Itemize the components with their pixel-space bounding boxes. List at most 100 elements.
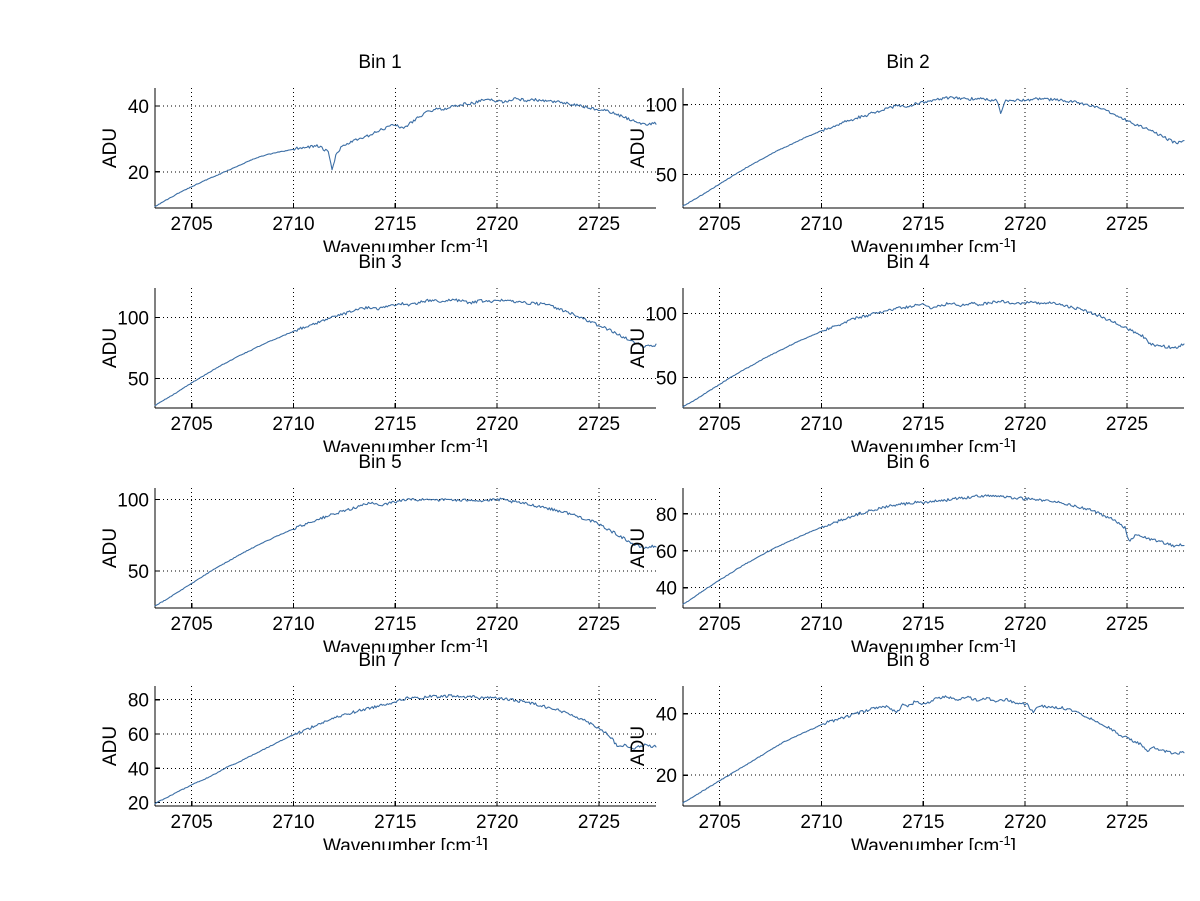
- x-axis-label-main: Wavenumber [cm: [851, 638, 999, 652]
- x-axis-label-main: Wavenumber [cm: [323, 836, 471, 850]
- x-tick-label: 2715: [374, 812, 416, 833]
- x-tick-label: 2720: [476, 614, 518, 635]
- x-axis-label-main: Wavenumber [cm: [323, 238, 471, 252]
- x-axis-label: Wavenumber [cm-1]: [851, 635, 1016, 652]
- y-tick-label: 100: [645, 305, 677, 326]
- x-axis-label: Wavenumber [cm-1]: [851, 235, 1016, 252]
- y-tick-label: 20: [656, 766, 677, 787]
- y-axis-label: ADU: [100, 328, 121, 368]
- x-tick-label: 2705: [171, 614, 213, 635]
- x-axis-label-bracket: ]: [1011, 438, 1016, 452]
- plot-area: 2705 2710 2715 2720 2725 20 40 ADU Wavenumber [c…: [100, 88, 657, 252]
- x-tick-label: 2710: [800, 214, 842, 235]
- data-series-line: [154, 497, 657, 607]
- x-tick-label: 2705: [171, 812, 213, 833]
- x-tick-label: 2710: [800, 414, 842, 435]
- x-tick-label: 2720: [476, 414, 518, 435]
- x-axis-label: Wavenumber [cm-1]: [323, 635, 488, 652]
- y-tick-label: 80: [128, 691, 149, 712]
- panel-title: Bin 6: [886, 452, 930, 473]
- x-axis-label-exponent: -1: [471, 235, 483, 250]
- plot-area: 2705 2710 2715 2720 2725 40 60 80 ADU Wavenumber …: [628, 488, 1185, 652]
- x-axis-label-main: Wavenumber [cm: [851, 836, 999, 850]
- plot-panel: Bin 3 2705 2710 2715 2720 2725 50 100 ADU Wavenum…: [100, 252, 660, 452]
- x-axis-label-exponent: -1: [471, 635, 483, 650]
- data-series-line: [154, 298, 657, 406]
- y-axis-label: ADU: [100, 726, 121, 766]
- y-axis-label: ADU: [100, 528, 121, 568]
- x-tick-label: 2715: [902, 614, 944, 635]
- x-axis-label-main: Wavenumber [cm: [851, 438, 999, 452]
- x-tick-label: 2710: [800, 614, 842, 635]
- x-tick-label: 2705: [171, 214, 213, 235]
- y-tick-label: 100: [117, 308, 149, 329]
- x-axis-label-exponent: -1: [999, 235, 1011, 250]
- x-axis-label-bracket: ]: [1011, 638, 1016, 652]
- x-tick-label: 2725: [578, 214, 620, 235]
- x-axis-label-main: Wavenumber [cm: [851, 238, 999, 252]
- y-axis-label: ADU: [628, 528, 649, 568]
- plot-panel: Bin 1 2705 2710 2715 2720 2725 20 40 ADU Wavenumb…: [100, 52, 660, 252]
- plot-area: 2705 2710 2715 2720 2725 20 40 ADU Wavenumber [c…: [628, 686, 1185, 850]
- x-tick-label: 2720: [1004, 812, 1046, 833]
- x-tick-label: 2705: [699, 214, 741, 235]
- data-series-line: [682, 299, 1185, 408]
- plot-area: 2705 2710 2715 2720 2725 50 100 ADU Wavenumber […: [628, 88, 1185, 252]
- x-axis-label-bracket: ]: [1011, 238, 1016, 252]
- x-tick-label: 2715: [902, 812, 944, 833]
- data-series-line: [682, 96, 1185, 207]
- data-series-line: [682, 494, 1185, 605]
- panel-title: Bin 7: [358, 650, 402, 671]
- x-tick-label: 2710: [272, 414, 314, 435]
- y-tick-label: 50: [128, 562, 149, 583]
- y-tick-label: 40: [128, 97, 149, 118]
- y-tick-label: 50: [656, 166, 677, 187]
- x-axis-label: Wavenumber [cm-1]: [851, 833, 1016, 850]
- y-tick-label: 100: [645, 96, 677, 117]
- y-tick-label: 40: [656, 579, 677, 600]
- x-axis-label-exponent: -1: [999, 435, 1011, 450]
- y-tick-label: 20: [128, 163, 149, 184]
- x-tick-label: 2715: [374, 614, 416, 635]
- y-tick-label: 40: [128, 759, 149, 780]
- x-tick-label: 2715: [902, 414, 944, 435]
- plot-area: 2705 2710 2715 2720 2725 20 40 60 80 ADU Wavenumbe…: [100, 686, 657, 850]
- x-tick-label: 2715: [374, 414, 416, 435]
- x-axis-label-exponent: -1: [999, 833, 1011, 848]
- x-tick-label: 2720: [476, 812, 518, 833]
- x-tick-label: 2710: [272, 214, 314, 235]
- x-axis-label-exponent: -1: [471, 435, 483, 450]
- y-tick-label: 60: [128, 725, 149, 746]
- x-axis-label-bracket: ]: [483, 438, 488, 452]
- x-axis-label-bracket: ]: [1011, 836, 1016, 850]
- x-tick-label: 2720: [1004, 614, 1046, 635]
- y-tick-label: 50: [128, 370, 149, 391]
- panel-title: Bin 1: [358, 52, 402, 73]
- x-tick-label: 2725: [1106, 812, 1148, 833]
- x-tick-label: 2705: [699, 812, 741, 833]
- x-tick-label: 2725: [1106, 214, 1148, 235]
- data-series-line: [682, 695, 1185, 804]
- y-axis-label: ADU: [628, 328, 649, 368]
- x-tick-label: 2720: [1004, 214, 1046, 235]
- plot-panel: Bin 7 2705 2710 2715 2720 2725 20 40 60 80 ADU Wave…: [100, 650, 660, 850]
- y-tick-label: 40: [656, 705, 677, 726]
- x-axis-label-bracket: ]: [483, 836, 488, 850]
- y-tick-label: 60: [656, 542, 677, 563]
- x-tick-label: 2725: [578, 414, 620, 435]
- x-tick-label: 2715: [902, 214, 944, 235]
- x-tick-label: 2710: [800, 812, 842, 833]
- data-series-line: [154, 693, 657, 805]
- x-tick-label: 2720: [1004, 414, 1046, 435]
- y-tick-label: 20: [128, 794, 149, 815]
- y-tick-label: 80: [656, 505, 677, 526]
- y-axis-label: ADU: [628, 128, 649, 168]
- x-axis-label: Wavenumber [cm-1]: [323, 435, 488, 452]
- x-tick-label: 2710: [272, 812, 314, 833]
- panel-title: Bin 2: [886, 52, 930, 73]
- y-tick-label: 50: [656, 368, 677, 389]
- plot-panel: Bin 2 2705 2710 2715 2720 2725 50 100 ADU Wavenum…: [628, 52, 1188, 252]
